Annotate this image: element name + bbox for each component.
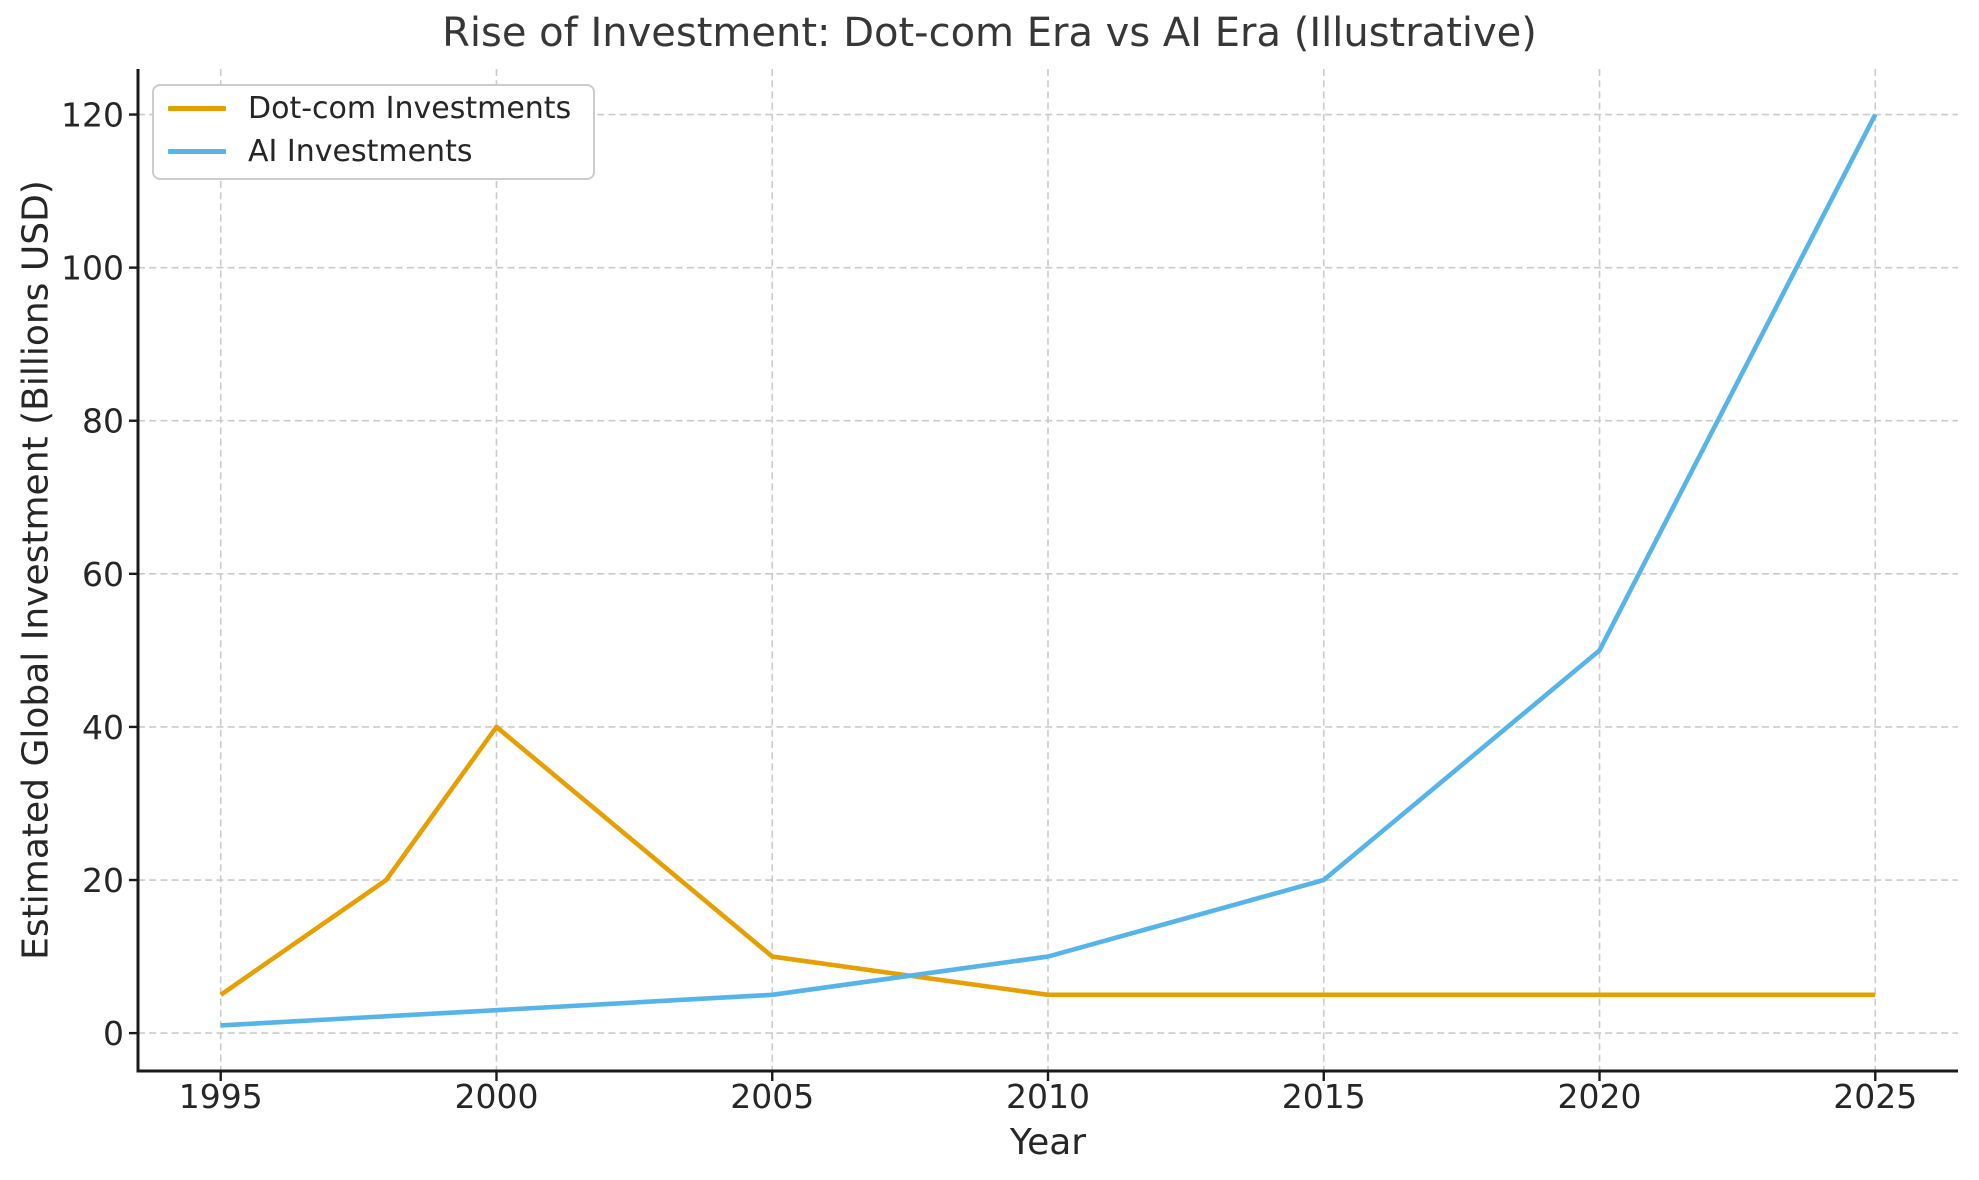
x-tick-label: 2000 xyxy=(454,1077,538,1116)
legend-item: Dot-com Investments xyxy=(168,92,571,125)
y-tick-label: 100 xyxy=(61,249,124,288)
series-line-ai-investments xyxy=(220,113,1878,1028)
y-axis-label: Estimated Global Investment (Billions US… xyxy=(15,180,57,960)
legend-swatch xyxy=(168,106,226,111)
x-tick-label: 2005 xyxy=(730,1077,814,1116)
y-tick-label: 120 xyxy=(61,96,124,135)
legend-label: Dot-com Investments xyxy=(248,90,572,126)
y-tick-label: 40 xyxy=(82,708,124,747)
x-tick-label: 2025 xyxy=(1833,1077,1917,1116)
legend-label: AI Investments xyxy=(248,133,473,169)
x-tick-label: 2010 xyxy=(1006,1077,1090,1116)
legend-swatch xyxy=(168,149,226,154)
y-tick-label: 0 xyxy=(103,1014,124,1053)
y-tick-label: 60 xyxy=(82,555,124,594)
x-tick-label: 1995 xyxy=(179,1077,263,1116)
x-tick-label: 2015 xyxy=(1282,1077,1366,1116)
legend: Dot-com Investments AI Investments xyxy=(152,84,596,180)
x-tick-label: 2020 xyxy=(1558,1077,1642,1116)
x-axis-label: Year xyxy=(1009,1122,1087,1163)
chart-title: Rise of Investment: Dot-com Era vs AI Er… xyxy=(442,10,1537,56)
y-tick-label: 20 xyxy=(82,861,124,900)
y-tick-label: 80 xyxy=(82,402,124,441)
legend-item: AI Investments xyxy=(168,135,571,168)
